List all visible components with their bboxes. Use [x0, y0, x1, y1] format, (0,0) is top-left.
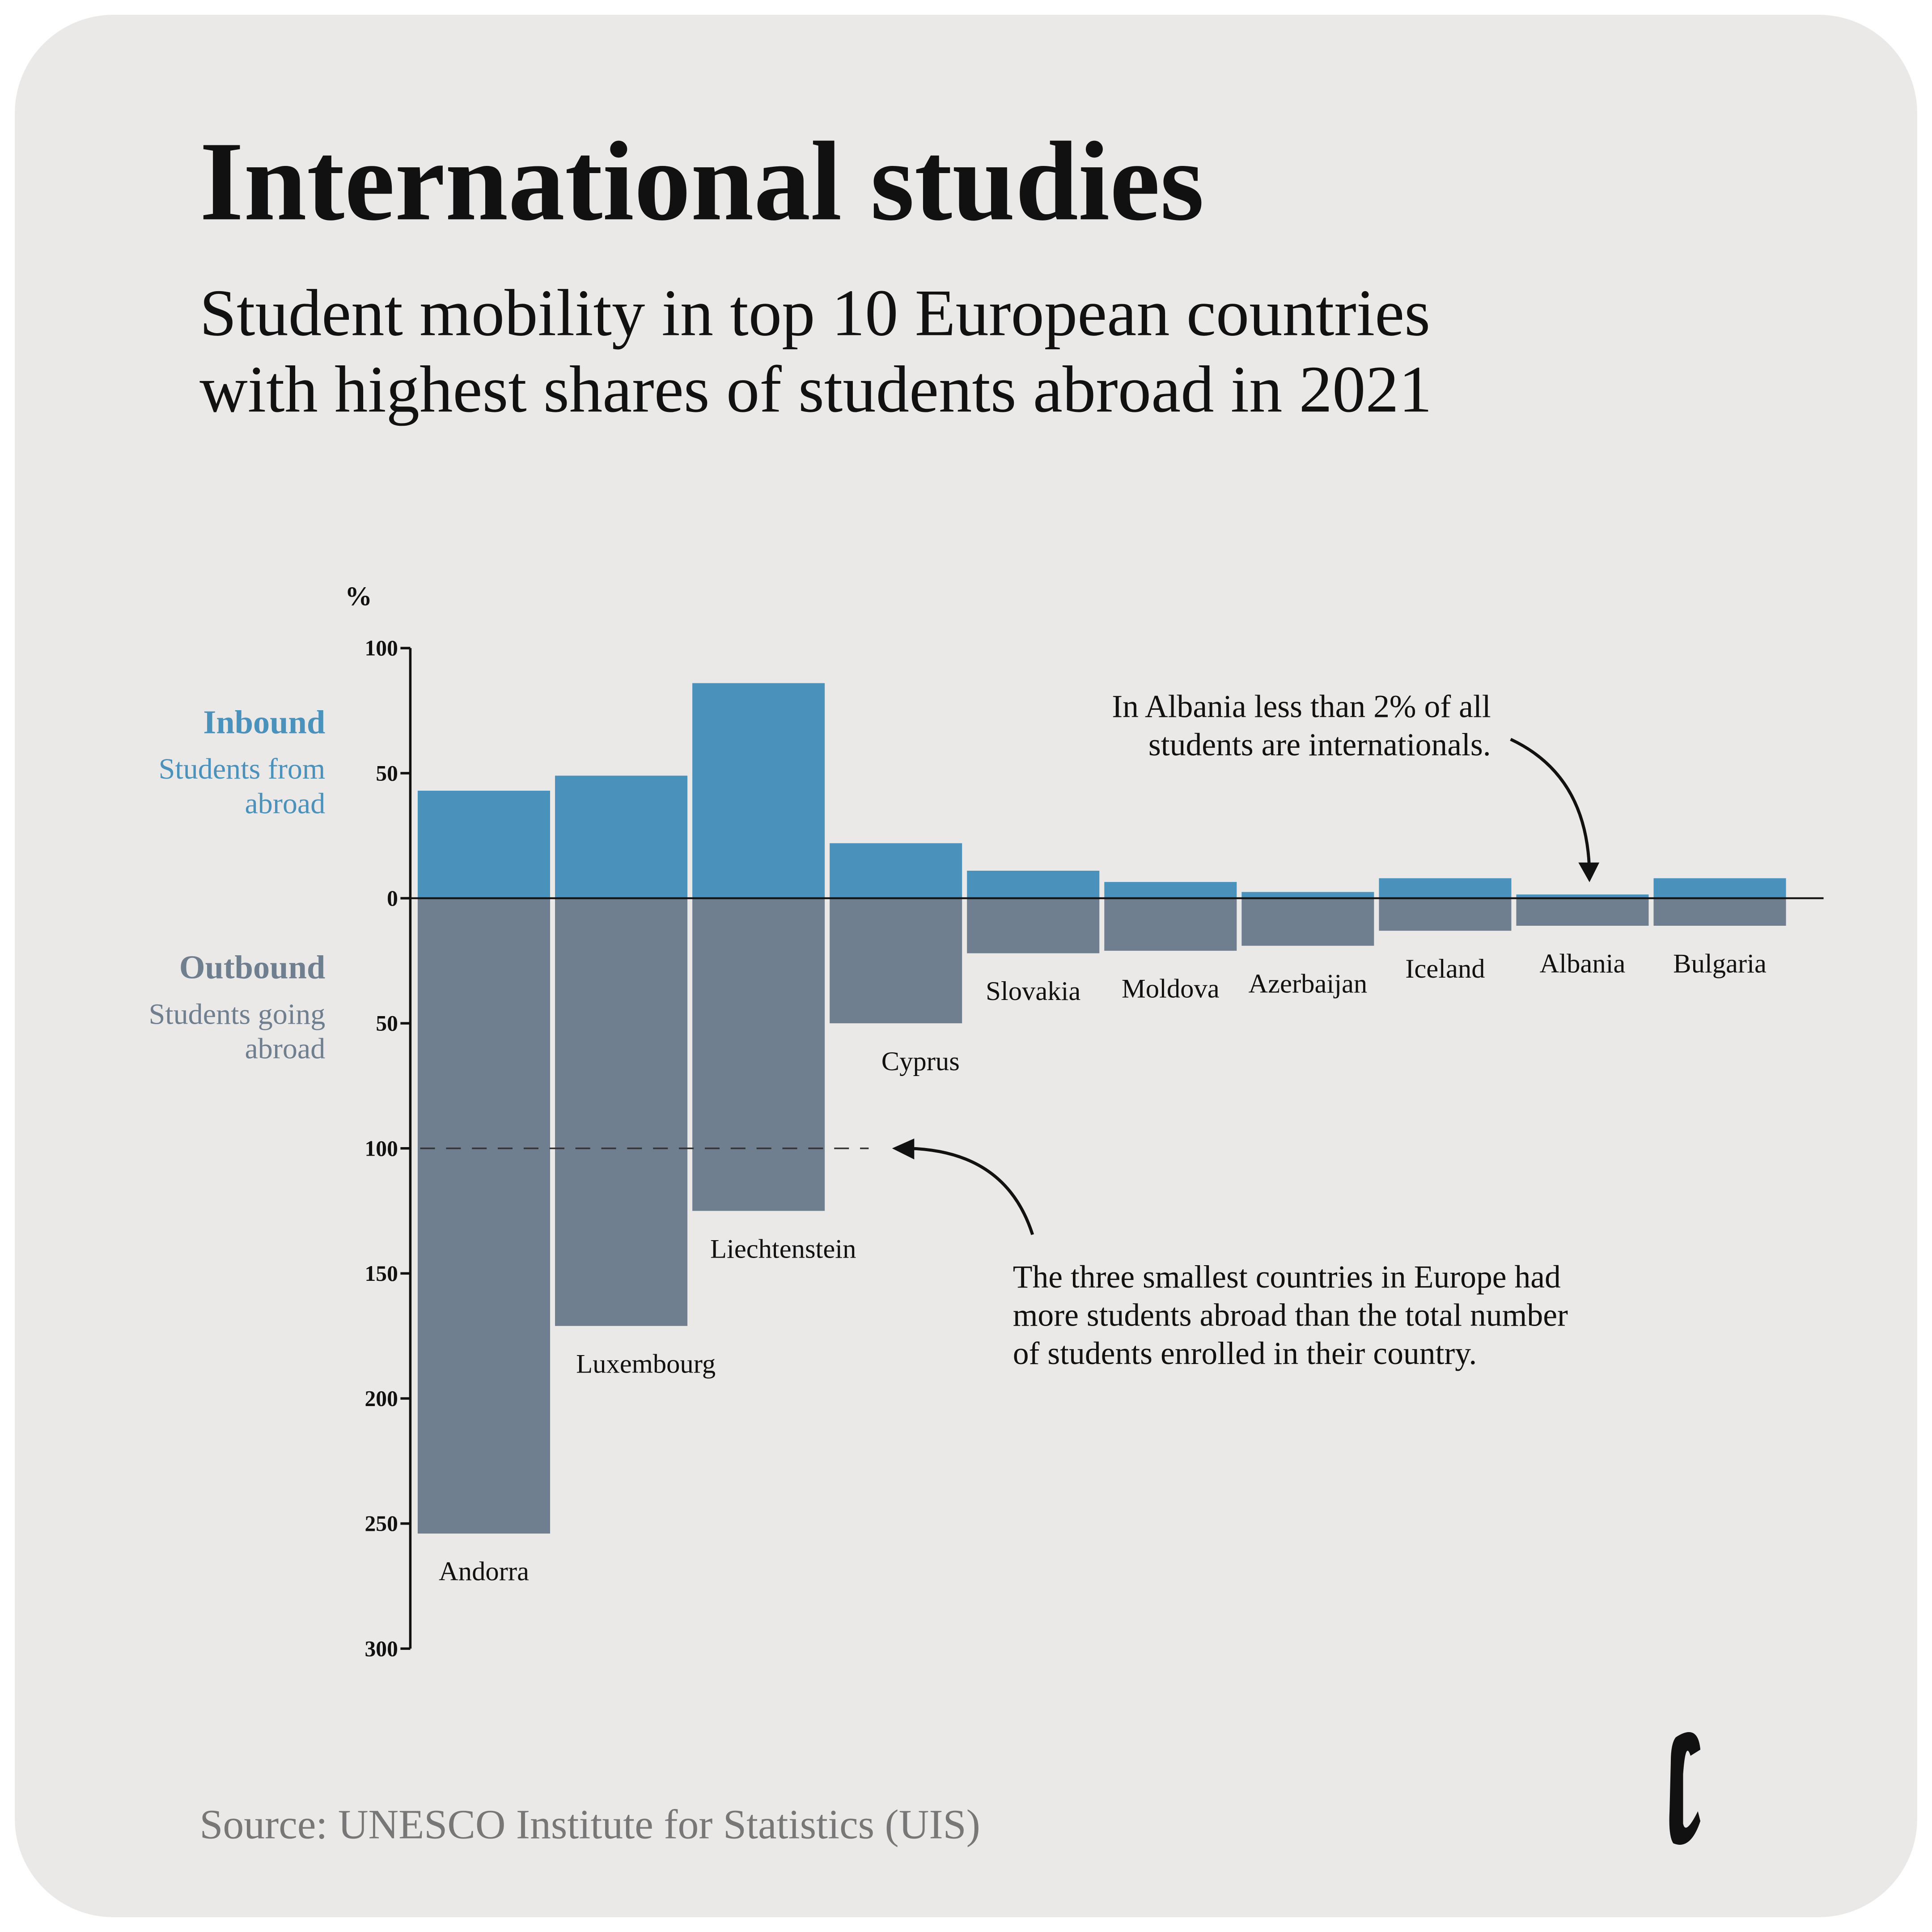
x-tick-label: Andorra [439, 1557, 529, 1587]
y-tick-label: 300 [365, 1636, 398, 1661]
y-tick-label: 200 [365, 1386, 398, 1411]
bar [1104, 882, 1237, 898]
y-tick-label: 150 [365, 1261, 398, 1286]
x-tick-label: Luxembourg [576, 1349, 716, 1379]
bar [555, 775, 688, 898]
x-tick-label: Slovakia [986, 976, 1080, 1006]
legend-label: Inbound [203, 704, 325, 741]
arrow-head [892, 1138, 915, 1160]
y-tick-label: 50 [376, 761, 398, 785]
y-tick-label: 100 [365, 636, 398, 661]
legend-description: abroad [245, 1033, 325, 1065]
bar [692, 683, 825, 898]
chart-title: International studies [199, 118, 1204, 244]
x-tick-label: Moldova [1122, 974, 1220, 1004]
bar [830, 843, 962, 898]
bar [1516, 898, 1649, 926]
arrow-head [1578, 862, 1600, 882]
annotation: In Albania less than 2% of all [1112, 689, 1491, 724]
annotation-arrow [897, 1147, 1034, 1235]
bar [417, 898, 551, 1534]
x-tick-label: Azerbaijan [1248, 969, 1367, 999]
bar [692, 898, 825, 1211]
annotation: of students enrolled in their country. [1013, 1336, 1477, 1371]
bar [1516, 894, 1649, 898]
bar [417, 790, 551, 898]
annotation: more students abroad than the total numb… [1013, 1297, 1568, 1333]
legend-description: abroad [245, 787, 325, 820]
bar [1653, 898, 1786, 926]
x-tick-label: Albania [1540, 949, 1626, 979]
legend-description: Students from [159, 753, 326, 785]
x-tick-label: Liechtenstein [710, 1234, 856, 1264]
bar [1379, 898, 1512, 931]
bar [555, 898, 688, 1326]
y-tick-label: 250 [365, 1511, 398, 1536]
x-tick-label: Cyprus [881, 1046, 960, 1076]
bar [830, 898, 962, 1024]
bar [1379, 878, 1512, 898]
chart-subtitle: Student mobility in top 10 European coun… [199, 276, 1430, 350]
logo [1669, 1732, 1701, 1845]
source: Source: UNESCO Institute for Statistics … [199, 1802, 980, 1848]
legend-description: Students going [148, 998, 325, 1030]
bar [967, 898, 1100, 953]
x-tick-label: Iceland [1405, 954, 1485, 984]
annotation: students are internationals. [1148, 727, 1491, 763]
annotation-arrow [1510, 737, 1591, 877]
bar [967, 870, 1100, 898]
bar [1241, 892, 1374, 898]
y-tick-label: 50 [376, 1011, 398, 1036]
chart-subtitle: with highest shares of students abroad i… [199, 352, 1432, 426]
bar [1104, 898, 1237, 951]
annotation: The three smallest countries in Europe h… [1013, 1259, 1561, 1295]
bar [1241, 898, 1374, 946]
y-tick-label: 100 [365, 1136, 398, 1161]
y-tick-label: 0 [387, 886, 398, 911]
y-axis-label: % [345, 581, 372, 611]
bar [1653, 878, 1786, 898]
legend-label: Outbound [179, 949, 326, 986]
x-tick-label: Bulgaria [1673, 949, 1767, 979]
